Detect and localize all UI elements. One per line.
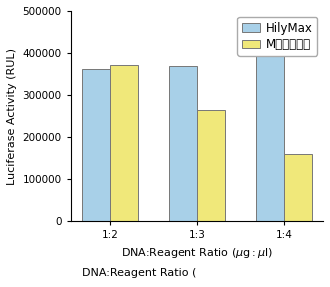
Text: DNA:Reagent Ratio (: DNA:Reagent Ratio ( — [82, 268, 197, 278]
Bar — [197, 110, 225, 222]
Bar — [110, 65, 138, 222]
Y-axis label: Luciferase Activity (RUL): Luciferase Activity (RUL) — [7, 48, 17, 185]
Bar — [256, 53, 284, 222]
Bar — [82, 69, 110, 222]
Bar — [169, 66, 197, 222]
X-axis label: DNA:Reagent Ratio ($\mu$g$:\mu$l): DNA:Reagent Ratio ($\mu$g$:\mu$l) — [121, 246, 273, 260]
Legend: HilyMax, M社導入試薬: HilyMax, M社導入試薬 — [237, 17, 317, 56]
Bar — [284, 154, 312, 222]
